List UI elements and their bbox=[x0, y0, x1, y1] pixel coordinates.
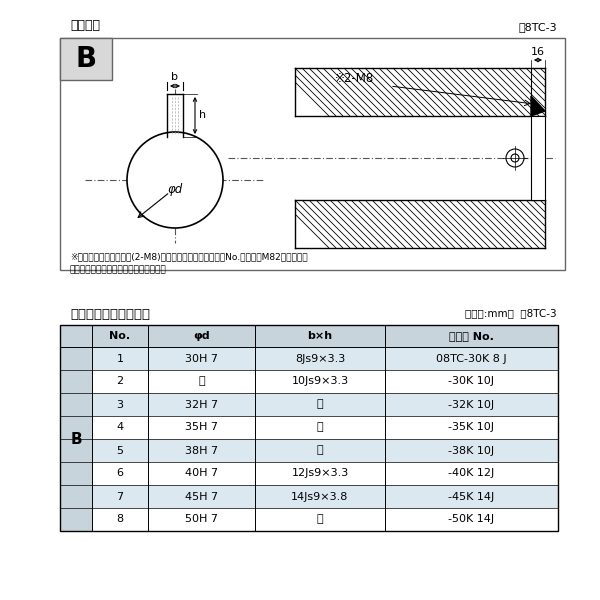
Text: 図8TC-3: 図8TC-3 bbox=[518, 22, 557, 32]
Bar bbox=[92, 393, 558, 416]
Text: 32H 7: 32H 7 bbox=[185, 400, 218, 409]
Text: -40K 12J: -40K 12J bbox=[448, 469, 494, 479]
Text: 8Js9×3.3: 8Js9×3.3 bbox=[295, 353, 345, 364]
Text: -45K 14J: -45K 14J bbox=[448, 491, 494, 502]
Text: -38K 10J: -38K 10J bbox=[448, 445, 494, 455]
Text: 7: 7 bbox=[116, 491, 124, 502]
Text: 38H 7: 38H 7 bbox=[185, 445, 218, 455]
Text: -35K 10J: -35K 10J bbox=[449, 422, 494, 433]
Bar bbox=[60, 38, 565, 270]
Text: 12Js9×3.3: 12Js9×3.3 bbox=[292, 469, 349, 479]
Text: 〃: 〃 bbox=[317, 445, 323, 455]
Text: B: B bbox=[76, 45, 97, 73]
Text: b×h: b×h bbox=[307, 331, 332, 341]
Bar bbox=[60, 38, 112, 80]
Text: 14Js9×3.8: 14Js9×3.8 bbox=[292, 491, 349, 502]
Text: -30K 10J: -30K 10J bbox=[449, 377, 494, 386]
Text: 6: 6 bbox=[116, 469, 124, 479]
Text: 8: 8 bbox=[116, 514, 124, 524]
Text: （単位:mm）  表8TC-3: （単位:mm） 表8TC-3 bbox=[466, 308, 557, 318]
Text: （セットボルトは付属されています。）: （セットボルトは付属されています。） bbox=[70, 265, 167, 274]
Bar bbox=[92, 485, 558, 508]
Text: 軸穴形状コード一覧表: 軸穴形状コード一覧表 bbox=[70, 308, 150, 321]
Circle shape bbox=[506, 149, 524, 167]
Text: 〃: 〃 bbox=[317, 514, 323, 524]
Text: 35H 7: 35H 7 bbox=[185, 422, 218, 433]
Bar bbox=[531, 116, 545, 200]
Text: -50K 14J: -50K 14J bbox=[448, 514, 494, 524]
Bar bbox=[60, 325, 558, 347]
Text: ※セットボルト用タップ(2-M8)が必要な場合は右記コードNo.の末尾にM82を付ける。: ※セットボルト用タップ(2-M8)が必要な場合は右記コードNo.の末尾にM82を… bbox=[70, 252, 308, 261]
Circle shape bbox=[511, 154, 519, 162]
Text: 2: 2 bbox=[116, 377, 124, 386]
Text: コード No.: コード No. bbox=[449, 331, 494, 341]
Text: 5: 5 bbox=[116, 445, 124, 455]
Text: b: b bbox=[172, 72, 179, 82]
Text: ※2-M8: ※2-M8 bbox=[335, 72, 374, 85]
Text: 4: 4 bbox=[116, 422, 124, 433]
Text: No.: No. bbox=[109, 331, 131, 341]
Bar bbox=[167, 94, 183, 137]
Text: 〃: 〃 bbox=[198, 377, 205, 386]
Text: 軸穴形状: 軸穴形状 bbox=[70, 19, 100, 32]
Text: 〃: 〃 bbox=[317, 422, 323, 433]
Text: 3: 3 bbox=[116, 400, 124, 409]
Text: 30H 7: 30H 7 bbox=[185, 353, 218, 364]
Text: h: h bbox=[199, 110, 206, 121]
Bar bbox=[60, 347, 92, 531]
Text: 1: 1 bbox=[116, 353, 124, 364]
Circle shape bbox=[127, 132, 223, 228]
Text: 08TC-30K 8 J: 08TC-30K 8 J bbox=[436, 353, 507, 364]
Text: φd: φd bbox=[193, 331, 210, 341]
Bar bbox=[92, 347, 558, 370]
Text: 45H 7: 45H 7 bbox=[185, 491, 218, 502]
Text: B: B bbox=[70, 431, 82, 446]
Text: φd: φd bbox=[167, 184, 182, 196]
Bar bbox=[92, 439, 558, 462]
Text: 〃: 〃 bbox=[317, 400, 323, 409]
Polygon shape bbox=[531, 96, 545, 116]
Bar bbox=[295, 116, 545, 200]
Text: -32K 10J: -32K 10J bbox=[448, 400, 494, 409]
Bar bbox=[60, 325, 558, 531]
Text: 40H 7: 40H 7 bbox=[185, 469, 218, 479]
Text: 50H 7: 50H 7 bbox=[185, 514, 218, 524]
Text: 16: 16 bbox=[531, 47, 545, 57]
Text: 10Js9×3.3: 10Js9×3.3 bbox=[292, 377, 349, 386]
